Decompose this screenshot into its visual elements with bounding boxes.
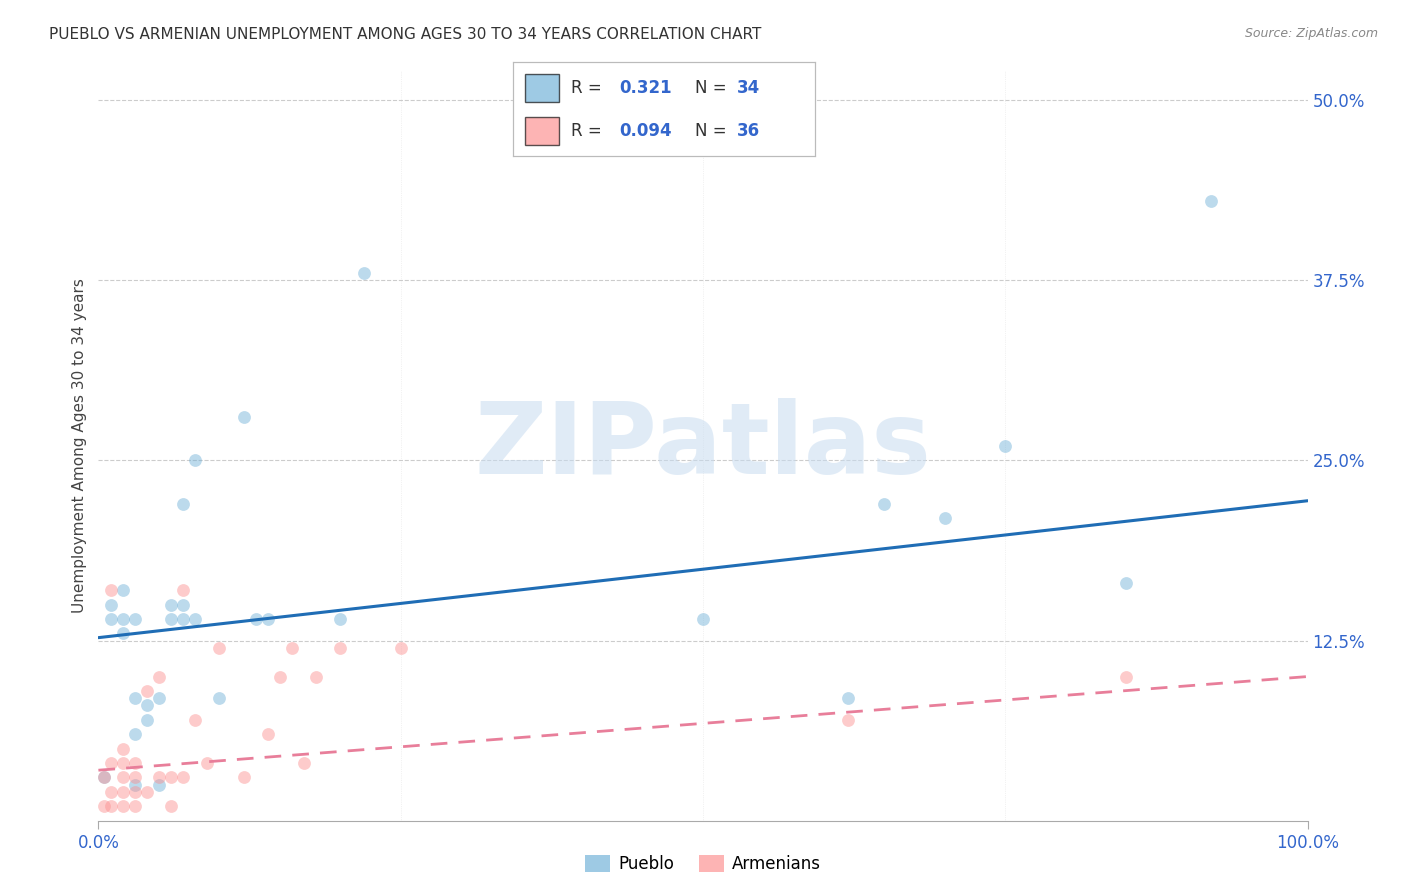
Text: R =: R = — [571, 78, 606, 96]
Point — [232, 771, 254, 785]
Point — [232, 410, 254, 425]
Point — [692, 612, 714, 626]
Point — [93, 771, 115, 785]
Point — [184, 612, 207, 626]
Point — [994, 439, 1017, 453]
Point — [111, 741, 134, 756]
Point — [124, 771, 146, 785]
Point — [208, 691, 231, 706]
Point — [269, 669, 291, 683]
Point — [148, 771, 170, 785]
Text: N =: N = — [695, 122, 731, 140]
Point — [148, 778, 170, 792]
Point — [111, 799, 134, 814]
Point — [93, 771, 115, 785]
Point — [100, 583, 122, 598]
Y-axis label: Unemployment Among Ages 30 to 34 years: Unemployment Among Ages 30 to 34 years — [72, 278, 87, 614]
Point — [135, 698, 157, 713]
Text: Source: ZipAtlas.com: Source: ZipAtlas.com — [1244, 27, 1378, 40]
Point — [124, 691, 146, 706]
Point — [256, 727, 278, 741]
Point — [124, 612, 146, 626]
Point — [208, 640, 231, 655]
Point — [124, 785, 146, 799]
Legend: Pueblo, Armenians: Pueblo, Armenians — [578, 848, 828, 880]
Point — [292, 756, 315, 770]
Point — [135, 684, 157, 698]
Point — [873, 497, 896, 511]
Point — [148, 669, 170, 683]
Point — [281, 640, 304, 655]
Point — [100, 598, 122, 612]
Point — [124, 727, 146, 741]
Point — [124, 756, 146, 770]
Point — [353, 266, 375, 280]
Point — [148, 691, 170, 706]
Point — [160, 771, 183, 785]
Point — [245, 612, 267, 626]
Point — [124, 778, 146, 792]
FancyBboxPatch shape — [526, 117, 558, 145]
Point — [111, 785, 134, 799]
Point — [837, 713, 859, 727]
Point — [256, 612, 278, 626]
Point — [111, 756, 134, 770]
Point — [111, 626, 134, 640]
Point — [329, 640, 352, 655]
Point — [329, 612, 352, 626]
Point — [93, 799, 115, 814]
Point — [135, 785, 157, 799]
Point — [160, 598, 183, 612]
Point — [195, 756, 218, 770]
Point — [1199, 194, 1222, 208]
Point — [1115, 575, 1137, 590]
Point — [160, 612, 183, 626]
Text: N =: N = — [695, 78, 731, 96]
Point — [389, 640, 412, 655]
Text: 0.321: 0.321 — [619, 78, 672, 96]
Text: 34: 34 — [737, 78, 761, 96]
Point — [172, 583, 194, 598]
Text: R =: R = — [571, 122, 606, 140]
Text: 36: 36 — [737, 122, 761, 140]
Point — [172, 771, 194, 785]
Point — [100, 799, 122, 814]
Point — [172, 497, 194, 511]
Point — [111, 612, 134, 626]
Point — [111, 583, 134, 598]
Point — [124, 799, 146, 814]
Point — [160, 799, 183, 814]
Point — [184, 453, 207, 467]
Text: PUEBLO VS ARMENIAN UNEMPLOYMENT AMONG AGES 30 TO 34 YEARS CORRELATION CHART: PUEBLO VS ARMENIAN UNEMPLOYMENT AMONG AG… — [49, 27, 762, 42]
Point — [934, 511, 956, 525]
Point — [172, 598, 194, 612]
Point — [184, 713, 207, 727]
Point — [1115, 669, 1137, 683]
Point — [100, 756, 122, 770]
Point — [100, 612, 122, 626]
Point — [837, 691, 859, 706]
Point — [305, 669, 328, 683]
Point — [111, 771, 134, 785]
Text: 0.094: 0.094 — [619, 122, 672, 140]
Point — [135, 713, 157, 727]
Point — [100, 785, 122, 799]
Text: ZIPatlas: ZIPatlas — [475, 398, 931, 494]
FancyBboxPatch shape — [526, 74, 558, 102]
Point — [172, 612, 194, 626]
